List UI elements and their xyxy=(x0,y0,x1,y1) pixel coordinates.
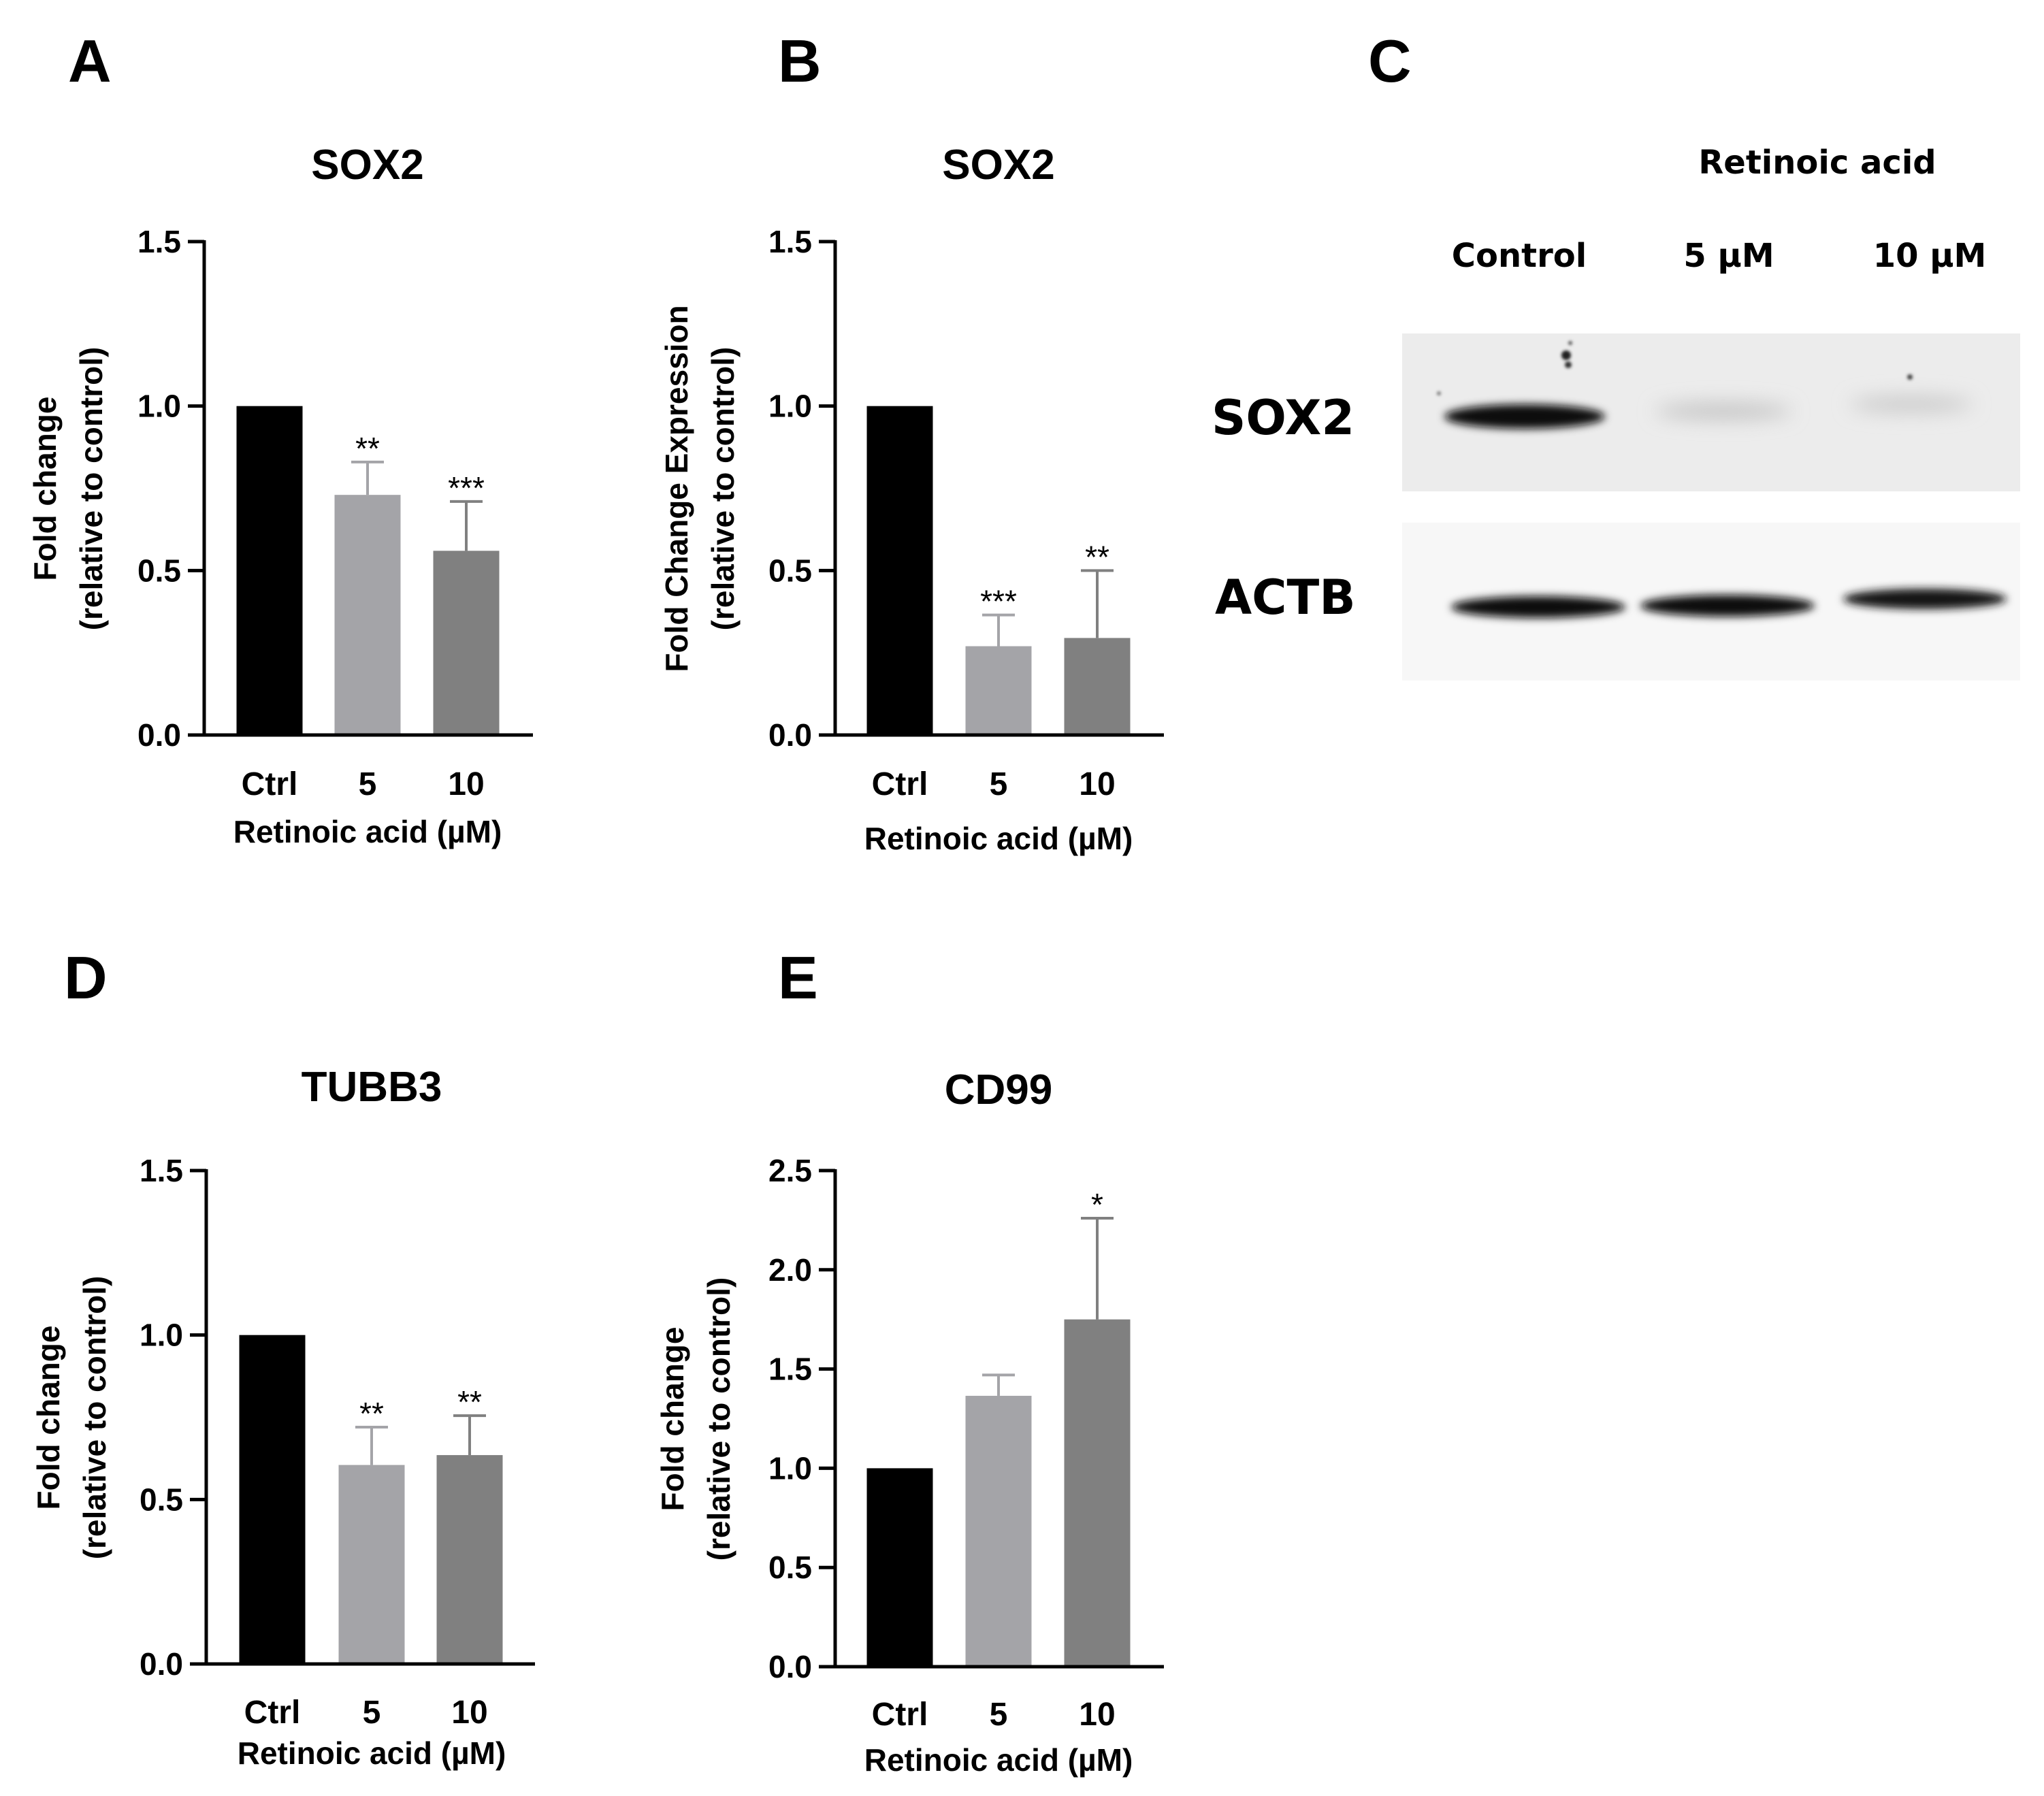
x-category-label: Ctrl xyxy=(242,766,298,802)
significance-marker: ** xyxy=(457,1384,482,1420)
y-tick-label: 1.0 xyxy=(137,389,181,424)
x-category-label: 5 xyxy=(359,766,377,802)
y-axis-subtitle: (relative to control) xyxy=(77,1276,112,1560)
y-axis-subtitle: (relative to control) xyxy=(705,347,741,631)
blot-speck xyxy=(1568,341,1572,345)
blot-header: Retinoic acid xyxy=(1698,144,1936,182)
x-category-label: 10 xyxy=(1079,766,1115,802)
y-axis-subtitle: (relative to control) xyxy=(74,347,109,631)
x-category-label: Ctrl xyxy=(872,1697,928,1733)
bar-5 xyxy=(965,1395,1032,1667)
bar-ctrl xyxy=(866,406,933,735)
y-tick-label: 0.0 xyxy=(140,1646,183,1682)
y-tick-label: 0.5 xyxy=(768,1550,812,1585)
blot-speck xyxy=(1561,350,1571,360)
blot-band-actb-control xyxy=(1451,596,1625,618)
y-axis-title: Fold change xyxy=(31,1326,66,1510)
bar-5 xyxy=(338,1465,405,1664)
y-tick-label: 0.5 xyxy=(768,553,812,588)
x-category-label: 10 xyxy=(1079,1697,1115,1733)
y-tick-label: 1.5 xyxy=(137,224,181,259)
significance-marker: ** xyxy=(359,1396,384,1431)
chart-tubb3: TUBB3 0.0 0.5 1.0 1.5 Ctrl ** 5 ** 10 Retinoic aci… xyxy=(31,1064,535,1771)
bar-10 xyxy=(433,551,500,735)
x-category-label: 5 xyxy=(363,1695,381,1731)
x-category-label: 5 xyxy=(990,1697,1008,1733)
x-axis-title: Retinoic acid (µM) xyxy=(238,1735,506,1771)
panel-letter-b: B xyxy=(778,27,822,95)
blot-row-label-sox2: SOX2 xyxy=(1212,390,1354,446)
y-tick-label: 0.5 xyxy=(140,1482,183,1517)
y-tick-label: 2.0 xyxy=(768,1252,812,1288)
x-axis-title: Retinoic acid (µM) xyxy=(233,814,502,849)
y-tick-label: 2.5 xyxy=(768,1153,812,1188)
bar-ctrl xyxy=(866,1468,933,1667)
bar-10 xyxy=(1064,1319,1131,1667)
y-tick-label: 1.0 xyxy=(768,1450,812,1486)
y-axis-subtitle: (relative to control) xyxy=(701,1277,736,1561)
bar-5 xyxy=(965,646,1032,735)
x-axis-title: Retinoic acid (µM) xyxy=(864,821,1133,856)
significance-marker: *** xyxy=(980,584,1017,619)
y-tick-label: 0.0 xyxy=(137,717,181,753)
x-category-label: Ctrl xyxy=(872,766,928,802)
blot-band-actb-5um xyxy=(1640,595,1815,617)
blot-lane-label-5um: 5 µM xyxy=(1683,237,1774,275)
blot-speck xyxy=(1565,361,1572,368)
blot-band-sox2-5um xyxy=(1655,403,1791,419)
bar-ctrl xyxy=(239,1335,306,1664)
chart-title: CD99 xyxy=(945,1066,1053,1113)
y-axis-title: Fold change xyxy=(27,397,63,581)
significance-marker: *** xyxy=(448,470,485,506)
x-axis-title: Retinoic acid (µM) xyxy=(864,1742,1133,1778)
bar-5 xyxy=(334,495,401,735)
chart-sox2-qpcr: SOX2 0.0 0.5 1.0 1.5 Ctrl ** 5 *** 10 Retinoic aci… xyxy=(27,142,533,849)
western-blot: Retinoic acid Control 5 µM 10 µM SOX2 AC… xyxy=(1212,144,2020,681)
bar-ctrl xyxy=(236,406,303,735)
blot-speck xyxy=(1907,374,1913,380)
blot-band-sox2-control xyxy=(1444,404,1605,429)
panel-letter-d: D xyxy=(64,944,108,1011)
blot-lane-label-control: Control xyxy=(1452,237,1587,275)
significance-marker: ** xyxy=(1085,539,1109,574)
y-tick-label: 1.5 xyxy=(140,1153,183,1188)
y-tick-label: 0.0 xyxy=(768,717,812,753)
chart-title: SOX2 xyxy=(942,142,1054,189)
panel-letter-c: C xyxy=(1368,27,1412,95)
blot-band-actb-10um xyxy=(1843,589,2007,609)
chart-title: TUBB3 xyxy=(302,1064,442,1111)
significance-marker: ** xyxy=(355,431,380,466)
bar-10 xyxy=(1064,638,1131,735)
chart-sox2-expression: SOX2 0.0 0.5 1.0 1.5 Ctrl *** 5 ** 10 Retinoic aci… xyxy=(659,142,1164,856)
x-category-label: 10 xyxy=(448,766,484,802)
y-tick-label: 1.0 xyxy=(140,1318,183,1353)
chart-title: SOX2 xyxy=(311,142,423,189)
x-category-label: 10 xyxy=(451,1695,487,1731)
significance-marker: * xyxy=(1091,1187,1103,1222)
bar-10 xyxy=(436,1455,503,1664)
y-tick-label: 1.5 xyxy=(768,224,812,259)
y-axis-title: Fold change xyxy=(655,1327,690,1512)
y-tick-label: 1.5 xyxy=(768,1352,812,1387)
blot-band-sox2-10um xyxy=(1850,396,1973,412)
y-tick-label: 0.5 xyxy=(137,553,181,588)
x-category-label: Ctrl xyxy=(244,1695,301,1731)
panel-letter-a: A xyxy=(68,27,112,95)
y-axis-title: Fold Change Expression xyxy=(659,305,694,672)
chart-cd99: CD99 0.0 0.5 1.0 1.5 2.0 2.5 Ctrl 5 * 10 Retinoic a… xyxy=(655,1066,1164,1778)
blot-speck xyxy=(1437,391,1441,395)
blot-lane-label-10um: 10 µM xyxy=(1873,237,1987,275)
x-category-label: 5 xyxy=(990,766,1008,802)
y-tick-label: 0.0 xyxy=(768,1649,812,1684)
y-tick-label: 1.0 xyxy=(768,389,812,424)
blot-row-label-actb: ACTB xyxy=(1215,570,1356,625)
panel-letter-e: E xyxy=(778,944,818,1011)
